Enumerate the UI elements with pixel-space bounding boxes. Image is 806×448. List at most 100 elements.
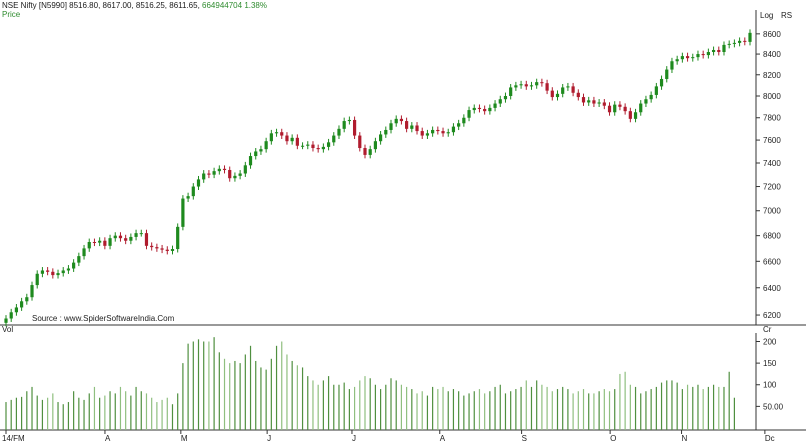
candle-body [238, 173, 242, 176]
candle [597, 99, 601, 107]
price-tick-label: 8400 [763, 50, 781, 59]
candle-body [274, 132, 279, 134]
candle-body [477, 107, 482, 109]
chart-header: NSE Nifty [N5990] 8516.80, 8617.00, 8516… [2, 1, 267, 10]
candle [326, 138, 331, 151]
candle-body [431, 129, 435, 134]
candle [181, 195, 185, 231]
price-tick-label: 6200 [763, 311, 781, 320]
x-tick-label: J [267, 434, 271, 443]
candle-body [124, 238, 128, 241]
candle-body [425, 133, 430, 136]
candle [118, 232, 123, 242]
candle-body [566, 86, 570, 88]
candle [103, 237, 107, 250]
candle-body [290, 137, 294, 142]
candle [420, 127, 424, 140]
candle [727, 40, 731, 49]
price-tick-label: 7200 [763, 183, 781, 192]
candle [56, 269, 60, 279]
candle [46, 267, 50, 276]
candle-body [436, 129, 440, 132]
candle [254, 148, 258, 160]
candle-body [514, 85, 518, 88]
candle-body [217, 168, 221, 172]
price-tick-label: 7600 [763, 136, 781, 145]
candle-body [727, 43, 731, 45]
candle [514, 81, 518, 91]
candle-body [181, 198, 185, 227]
candle-body [675, 59, 679, 62]
candle-body [706, 52, 710, 56]
candle-body [56, 273, 60, 276]
candle-body [524, 84, 528, 87]
candle [602, 99, 606, 110]
candle [321, 143, 325, 153]
candle [399, 115, 404, 125]
candle [82, 244, 86, 260]
candle-body [472, 107, 476, 111]
x-tick-label: M [181, 434, 188, 443]
candle-body [103, 240, 107, 246]
candle [274, 128, 279, 137]
candle [124, 234, 128, 245]
candle [665, 66, 669, 83]
rs-label[interactable]: RS [781, 11, 793, 20]
volume-tick-label: 200 [763, 337, 777, 346]
candle-body [451, 126, 456, 133]
candle [431, 126, 435, 137]
candle-body [628, 111, 632, 119]
candle-body [519, 84, 523, 86]
candle-body [737, 40, 742, 43]
candle [576, 89, 580, 101]
candle [98, 237, 102, 247]
candle-body [20, 301, 24, 308]
candle-body [394, 118, 398, 124]
candle-body [77, 256, 81, 263]
candle-body [644, 99, 648, 104]
candle [207, 170, 211, 179]
candle-body [607, 105, 612, 113]
log-scale-label[interactable]: Log [760, 11, 774, 20]
candle-body [160, 248, 164, 250]
candle-body [363, 148, 367, 155]
price-tick-label: 6600 [763, 257, 781, 266]
candle-body [410, 125, 414, 129]
candle-body [144, 233, 149, 246]
candle-body [269, 133, 273, 142]
price-tick-label: 7400 [763, 159, 781, 168]
candle-body [561, 87, 565, 94]
candle [337, 125, 341, 140]
x-tick-label: J [352, 434, 356, 443]
candle-body [602, 102, 606, 106]
candle [290, 134, 294, 145]
x-tick-label: O [610, 434, 616, 443]
candle [607, 102, 612, 116]
candle [217, 165, 221, 175]
candle-body [711, 49, 716, 53]
candle [748, 29, 752, 46]
candle [561, 84, 565, 98]
candle-body [222, 168, 227, 170]
candle-body [550, 90, 554, 98]
candle-body [540, 82, 544, 84]
candle-body [701, 54, 705, 56]
candle-body [555, 93, 560, 98]
candle [363, 144, 367, 159]
candle [644, 95, 648, 107]
candle [441, 127, 445, 137]
candle-body [685, 56, 690, 59]
candle [14, 304, 19, 316]
candle-body [326, 142, 331, 147]
candle-body [503, 95, 508, 100]
candle [581, 93, 586, 106]
candle-body [285, 135, 289, 142]
candle-body [139, 233, 143, 235]
candle-body [72, 262, 76, 269]
candle [394, 115, 398, 127]
candle-body [639, 103, 643, 113]
candle [529, 81, 534, 90]
candle [649, 91, 653, 103]
candle [160, 244, 164, 254]
candle [436, 126, 440, 135]
